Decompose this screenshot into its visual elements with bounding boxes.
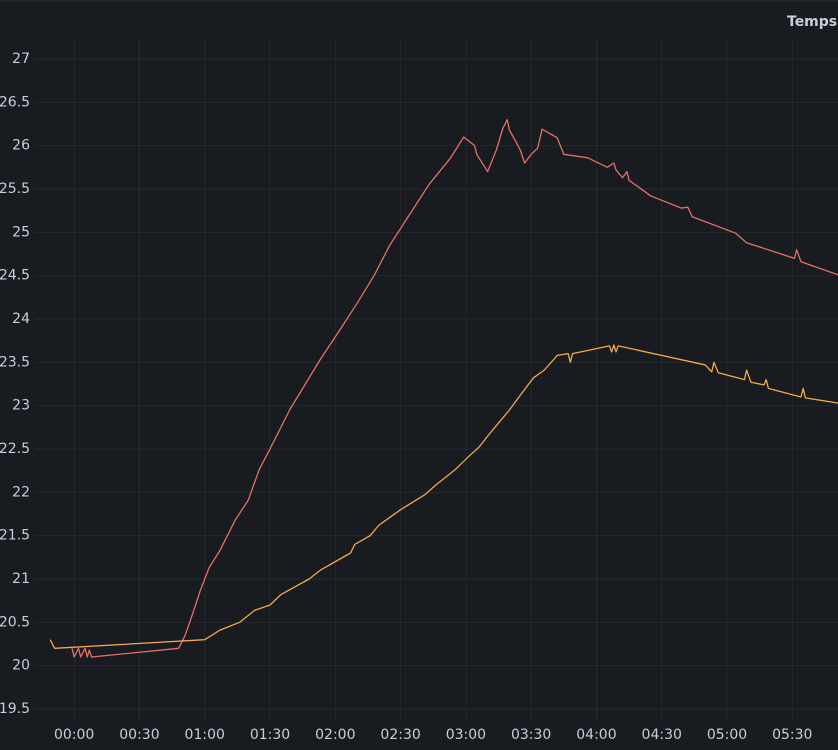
y-tick-label: 24.5 <box>0 268 30 284</box>
series-line <box>49 344 838 649</box>
panel-title: Temps <box>787 14 837 30</box>
plot-area <box>49 119 838 658</box>
series-line <box>71 119 838 658</box>
y-tick-label: 20.5 <box>0 614 30 630</box>
grid <box>35 40 838 722</box>
x-tick-label: 00:30 <box>119 727 159 743</box>
y-tick-label: 26 <box>12 138 30 154</box>
x-tick-label: 01:00 <box>185 727 225 743</box>
x-tick-label: 05:00 <box>707 727 747 743</box>
y-tick-label: 25 <box>12 224 30 240</box>
x-tick-label: 04:00 <box>576 727 616 743</box>
x-tick-label: 03:00 <box>446 727 486 743</box>
y-tick-label: 23.5 <box>0 354 30 370</box>
x-tick-label: 04:30 <box>642 727 682 743</box>
x-tick-label: 03:30 <box>511 727 551 743</box>
y-tick-label: 26.5 <box>0 94 30 110</box>
x-tick-label: 05:30 <box>772 727 812 743</box>
y-tick-label: 20 <box>12 658 30 674</box>
x-tick-label: 00:00 <box>54 727 94 743</box>
y-tick-label: 21 <box>12 571 30 587</box>
y-tick-label: 22 <box>12 484 30 500</box>
x-tick-label: 02:30 <box>380 727 420 743</box>
y-tick-label: 23 <box>12 398 30 414</box>
x-tick-label: 01:30 <box>250 727 290 743</box>
y-tick-label: 27 <box>12 51 30 67</box>
x-tick-label: 02:00 <box>315 727 355 743</box>
y-tick-label: 25.5 <box>0 181 30 197</box>
y-tick-label: 21.5 <box>0 528 30 544</box>
y-tick-label: 22.5 <box>0 441 30 457</box>
y-tick-label: 19.5 <box>0 701 30 717</box>
y-tick-label: 24 <box>12 311 30 327</box>
